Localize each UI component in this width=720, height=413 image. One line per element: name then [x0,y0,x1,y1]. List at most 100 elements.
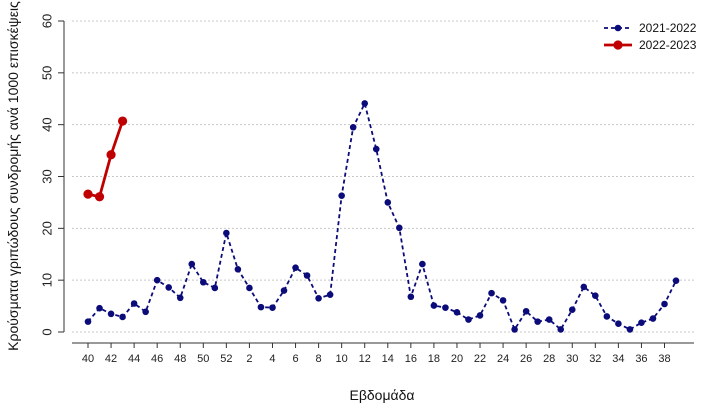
data-point [303,272,311,279]
data-point [384,199,392,206]
series-line-2022-2023 [87,120,124,199]
x-tick-label: 14 [382,353,394,365]
data-point [534,318,541,325]
series-layer [83,100,680,333]
series-line-2021-2022 [87,100,677,332]
x-tick-label: 50 [197,353,209,365]
x-tick-label: 12 [359,353,371,365]
x-tick-label: 18 [428,353,440,365]
data-point [119,313,126,321]
data-point [557,326,565,333]
y-tick-label: 60 [39,14,54,28]
legend-swatch-marker [613,40,623,50]
x-tick-label: 16 [405,353,417,365]
data-point [83,189,93,199]
x-tick-label: 30 [566,353,578,365]
x-tick-label: 32 [589,353,601,365]
data-point [603,313,611,320]
data-point [315,295,322,302]
data-point [153,276,161,284]
legend-label: 2021-2022 [639,21,697,35]
y-tick-label: 50 [39,66,54,80]
y-tick-label: 30 [39,169,54,183]
data-point [615,320,622,328]
data-point [638,319,645,326]
data-point [130,300,138,307]
y-axis-title: Κρούσματα γριπώδους συνδρομής ανά 1000 ε… [5,1,21,351]
legend-box [598,17,710,57]
y-tick-label: 0 [39,328,54,335]
legend-label: 2022-2023 [639,38,697,52]
x-tick-label: 48 [174,353,186,365]
data-point [453,309,461,316]
data-point [200,278,207,286]
y-tick-label: 20 [39,221,54,235]
x-tick-label: 2 [246,353,252,365]
data-point [592,292,599,300]
data-point [223,229,230,237]
data-point [94,192,105,202]
x-tick-label: 44 [128,353,140,365]
data-point [396,224,403,232]
data-point [176,294,184,302]
x-axis-title: Εβδομάδα [349,387,414,403]
data-point [661,300,668,308]
data-point [442,304,449,311]
data-point [188,260,196,268]
x-tick-label: 38 [658,353,670,365]
data-point [499,297,507,304]
y-ticks: 0 10 20 30 40 50 60 [39,14,64,336]
data-point [84,318,92,325]
data-point [372,145,380,153]
x-tick-label: 40 [82,353,94,365]
data-point [326,291,334,298]
x-tick-label: 24 [497,353,509,365]
data-point [246,284,253,292]
data-point [522,307,530,315]
x-ticks: 40 42 44 46 48 50 52 2 4 6 8 10 12 14 16 18 20 22 24 26 28 30… [82,343,671,365]
data-point [338,192,345,199]
gridlines [72,20,694,333]
x-tick-label: 4 [269,353,275,365]
data-point [465,316,472,323]
data-point [106,150,116,160]
data-point [580,283,588,291]
data-point [407,293,415,301]
data-point [280,287,288,294]
data-point [626,326,634,333]
x-tick-label: 8 [316,353,322,365]
x-tick-label: 46 [151,353,163,365]
data-point [269,304,276,311]
data-point [292,264,299,272]
data-point [96,304,103,312]
data-point [142,308,149,316]
x-tick-label: 42 [105,353,117,365]
data-point [211,284,219,292]
legend-swatch-marker [614,24,622,32]
data-point [488,289,495,297]
data-point [234,265,242,273]
y-tick-label: 10 [39,273,54,287]
data-point [117,116,128,126]
data-point [165,284,173,291]
data-point [361,100,369,107]
data-point [476,312,484,319]
y-tick-label: 40 [39,117,54,131]
data-point [349,123,357,131]
data-point [257,303,265,311]
data-point [419,260,426,268]
data-point [107,310,115,318]
x-tick-label: 6 [292,353,298,365]
x-tick-label: 34 [612,353,624,365]
x-tick-label: 22 [474,353,486,365]
x-tick-label: 26 [520,353,532,365]
data-point [511,326,518,333]
data-point [545,316,553,323]
data-point [649,315,657,322]
x-tick-label: 10 [336,353,348,365]
x-tick-label: 36 [635,353,647,365]
data-point [430,302,438,309]
x-tick-label: 28 [543,353,555,365]
data-point [568,306,576,314]
